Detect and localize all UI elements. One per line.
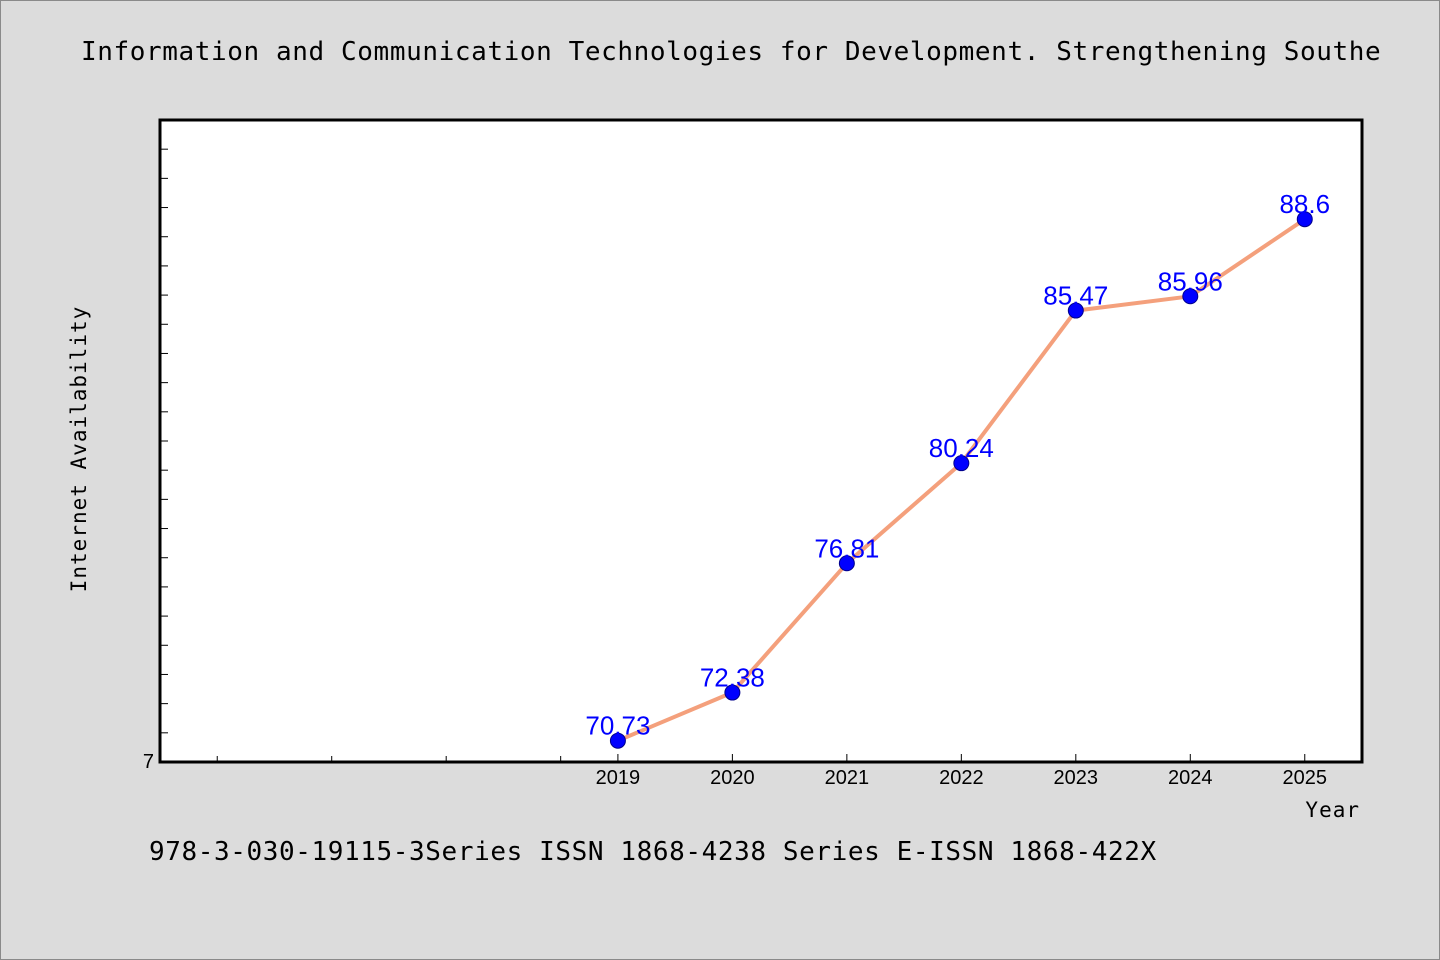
- x-tick-label: 2021: [825, 767, 870, 789]
- x-axis-ticks: 2019 2020 2021 2022 2023 2024 2025: [216, 754, 1328, 789]
- chart-title: Information and Communication Technologi…: [81, 37, 1381, 67]
- series-layer: [609, 211, 1313, 749]
- data-point: [1296, 211, 1313, 228]
- y-tick-label: 7: [143, 751, 154, 773]
- data-label: 80.24: [929, 433, 994, 463]
- data-point: [953, 455, 970, 472]
- x-tick-label: 2022: [939, 767, 984, 789]
- x-tick-label: 2024: [1168, 767, 1213, 789]
- data-label: 88.6: [1279, 189, 1330, 219]
- x-tick-label: 2023: [1054, 767, 1099, 789]
- plot-area: [158, 118, 1364, 764]
- x-tick-label: 2019: [596, 767, 641, 789]
- y-axis-title: Internet Availability: [67, 306, 91, 593]
- data-label: 85.47: [1043, 281, 1108, 311]
- footer-note: 978-3-030-19115-3Series ISSN 1868-4238 S…: [149, 837, 1157, 867]
- x-axis-title: Year: [1305, 798, 1360, 822]
- data-point: [1182, 288, 1199, 305]
- data-label: 72.38: [700, 663, 765, 693]
- y-axis-ticks: 7: [143, 148, 168, 773]
- data-point: [724, 684, 741, 701]
- data-label: 76.81: [814, 533, 879, 563]
- data-point: [1067, 302, 1084, 319]
- x-tick-label: 2025: [1283, 767, 1328, 789]
- data-label: 70.73: [585, 711, 650, 741]
- x-tick-label: 2020: [710, 767, 755, 789]
- data-point: [838, 555, 855, 572]
- data-point: [609, 732, 626, 749]
- data-label-layer: 70.73 72.38 76.81 80.24 85.47 85.96 88.6: [585, 189, 1330, 740]
- data-label: 85.96: [1158, 266, 1223, 296]
